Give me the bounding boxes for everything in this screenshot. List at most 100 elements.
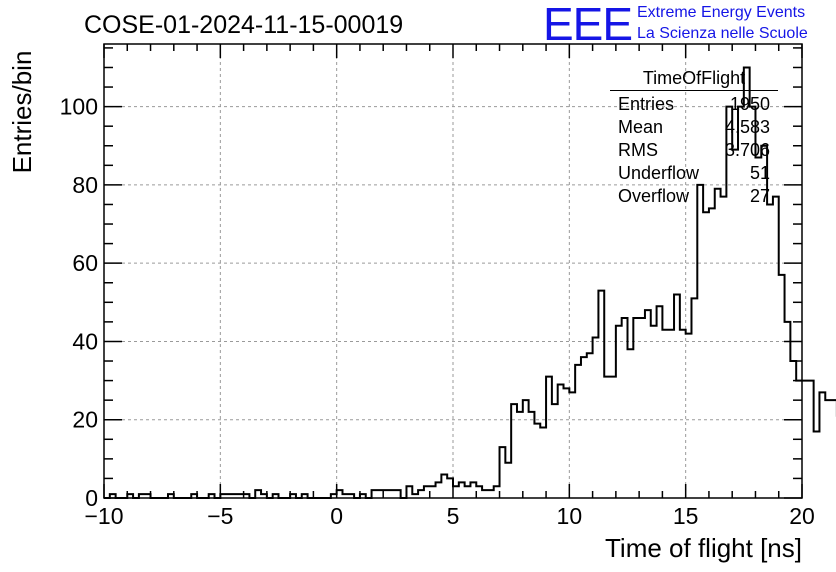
histogram-bin (814, 431, 820, 498)
histogram-bin (581, 357, 587, 498)
histogram-bin (494, 486, 500, 498)
histogram-bin (598, 291, 604, 498)
histogram-bin (383, 490, 389, 498)
stats-value: 4.583 (724, 117, 770, 137)
histogram-bin (372, 490, 378, 498)
stats-label: Mean (618, 117, 664, 137)
histogram-bin (500, 447, 506, 498)
histogram-bin (628, 349, 634, 498)
histogram-bin (721, 197, 727, 498)
histogram-bin (697, 185, 703, 498)
y-tick-label: 40 (72, 328, 98, 354)
histogram-bin (534, 424, 540, 498)
histogram-bin (482, 490, 488, 498)
stats-label: Underflow (618, 163, 700, 183)
histogram-bin (337, 490, 343, 498)
histogram-bin (540, 428, 546, 498)
y-tick-label: 80 (72, 172, 98, 198)
histogram-bin (779, 275, 785, 498)
histogram-bin (517, 412, 523, 498)
histogram-bin (709, 208, 715, 498)
histogram-bin (657, 306, 663, 498)
histogram-bin (447, 478, 453, 498)
stats-value: 51 (749, 163, 770, 183)
x-tick-label: 5 (447, 503, 460, 529)
axis-ticks (103, 44, 803, 499)
histogram-bin (529, 412, 535, 498)
eee-logo: EEE (543, 0, 633, 50)
histogram-bin (668, 330, 674, 498)
grid-lines (104, 44, 802, 498)
histogram-bin (633, 318, 639, 498)
x-tick-label: −10 (84, 503, 123, 529)
stats-label: Entries (618, 94, 675, 114)
histogram-bin (470, 482, 476, 498)
histogram-bin (610, 377, 616, 498)
histogram-bin (546, 377, 552, 498)
histogram-bin (465, 486, 471, 498)
stats-row-mean: Mean 4.583 (610, 116, 778, 139)
stats-value: 3.706 (724, 140, 770, 160)
histogram-bin (703, 212, 709, 498)
y-tick-label: 60 (72, 250, 98, 276)
histogram-bin (808, 381, 814, 498)
histogram-bin (523, 400, 529, 498)
stats-row-overflow: Overflow 27 (610, 185, 778, 208)
histogram-bin (674, 294, 680, 498)
x-tick-label: 15 (673, 503, 699, 529)
stats-row-rms: RMS 3.706 (610, 139, 778, 162)
histogram-bin (686, 334, 692, 498)
histogram-bin (389, 490, 395, 498)
histogram-bin (593, 338, 599, 498)
histogram-bin (715, 189, 721, 498)
histogram-bin (564, 388, 570, 498)
histogram-bin (476, 486, 482, 498)
histogram-bin (436, 482, 442, 498)
histogram-bin (691, 298, 697, 498)
histogram-bin (558, 385, 564, 499)
histogram-bin (651, 326, 657, 498)
histogram-bin (639, 318, 645, 498)
stats-box: TimeOfFlight Entries 1950 Mean 4.583 RMS… (610, 67, 778, 208)
histogram-bin (767, 204, 773, 498)
histogram-bin (575, 365, 581, 498)
histogram-bin (569, 392, 575, 498)
histogram-bin (662, 330, 668, 498)
stats-title: TimeOfFlight (610, 67, 778, 91)
histogram-bin (825, 400, 831, 498)
x-axis-title: Time of flight [ns] (605, 533, 802, 563)
stats-row-entries: Entries 1950 (610, 93, 778, 116)
logo-text-line2: La Scienza nelle Scuole (637, 25, 808, 42)
histogram-bin (604, 377, 610, 498)
histogram-bin (552, 404, 558, 498)
stats-label: RMS (618, 140, 658, 160)
stats-value: 27 (749, 186, 770, 206)
histogram-bin (459, 482, 465, 498)
x-tick-label: 20 (789, 503, 815, 529)
histogram-bin (441, 475, 447, 498)
histogram-bin (395, 490, 401, 498)
histogram-bin (680, 330, 686, 498)
histogram-bin (377, 490, 383, 498)
histogram-bin (511, 404, 517, 498)
histogram-bin (488, 490, 494, 498)
histogram-bin (790, 361, 796, 498)
y-axis-title: Entries/bin (7, 50, 37, 174)
histogram-bin (802, 381, 808, 498)
histogram-bin (587, 353, 593, 498)
histogram-bin (424, 486, 430, 498)
chart-title: COSE-01-2024-11-15-00019 (84, 11, 404, 39)
histogram-bin (785, 322, 791, 498)
histogram-bin (430, 486, 436, 498)
histogram-bin (831, 400, 836, 498)
y-tick-label: 0 (85, 485, 98, 511)
histogram-bin (505, 463, 511, 498)
logo-text-line1: Extreme Energy Events (637, 4, 806, 21)
histogram-bin (645, 310, 651, 498)
histogram-bin (406, 486, 412, 498)
stats-row-underflow: Underflow 51 (610, 162, 778, 185)
stats-value: 1950 (729, 94, 770, 114)
x-tick-label: 0 (330, 503, 343, 529)
histogram-bin (622, 318, 628, 498)
